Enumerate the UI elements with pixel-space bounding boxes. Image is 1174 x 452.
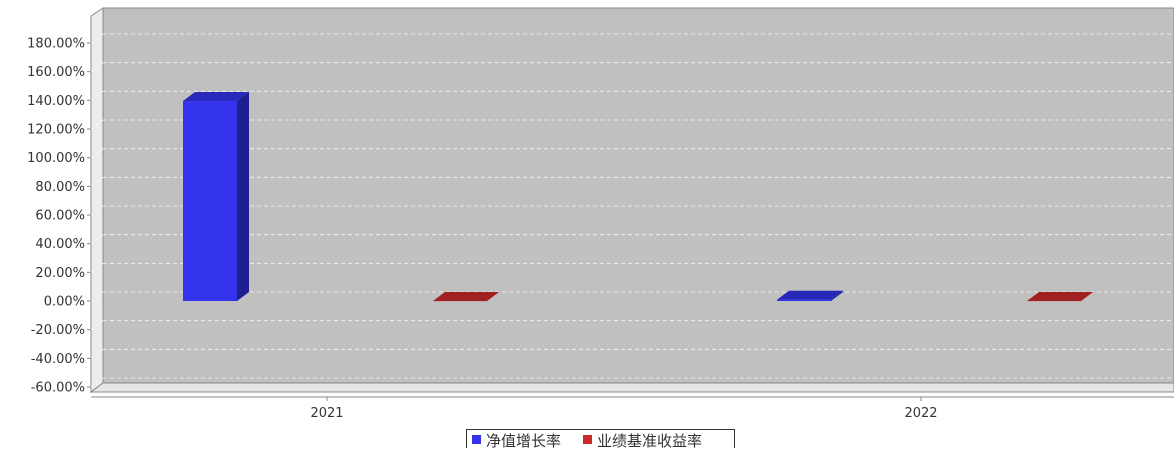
x-tick-label: 2021 [310, 406, 343, 421]
bar-nav-growth-2021 [183, 92, 249, 301]
y-tick-label: 20.00% [35, 266, 85, 281]
legend-item: 净值增长率 [472, 432, 561, 448]
legend: 净值增长率 业绩基准收益率 [467, 430, 735, 449]
y-tick-label: 160.00% [27, 65, 85, 80]
legend-label: 净值增长率 [486, 432, 561, 448]
legend-item: 业绩基准收益率 [583, 432, 702, 448]
y-tick-label: -40.00% [31, 352, 85, 367]
y-tick-label: -20.00% [31, 323, 85, 338]
y-tick-label: 0.00% [44, 295, 85, 310]
x-tick-label: 2022 [904, 406, 937, 421]
y-tick-label: 100.00% [27, 151, 85, 166]
y-tick-label: 180.00% [27, 37, 85, 52]
bar-front [777, 300, 831, 301]
y-tick-label: 140.00% [27, 94, 85, 109]
legend-swatch [472, 435, 481, 444]
plot-floor [91, 383, 1174, 392]
y-tick-label: 40.00% [35, 237, 85, 252]
y-tick-label: 80.00% [35, 180, 85, 195]
bar-front [183, 101, 237, 301]
bar-side [237, 92, 249, 301]
y-tick-label: -60.00% [31, 381, 85, 396]
plot-left-wall [91, 8, 103, 392]
legend-label: 业绩基准收益率 [597, 432, 702, 448]
plot-back-panel [103, 8, 1174, 383]
y-tick-label: 120.00% [27, 123, 85, 138]
x-axis-ticks: 2021 2022 [310, 397, 937, 421]
y-axis-ticks: 180.00% 160.00% 140.00% 120.00% 100.00% 80.00… [27, 37, 91, 396]
legend-swatch [583, 435, 592, 444]
y-tick-label: 60.00% [35, 209, 85, 224]
